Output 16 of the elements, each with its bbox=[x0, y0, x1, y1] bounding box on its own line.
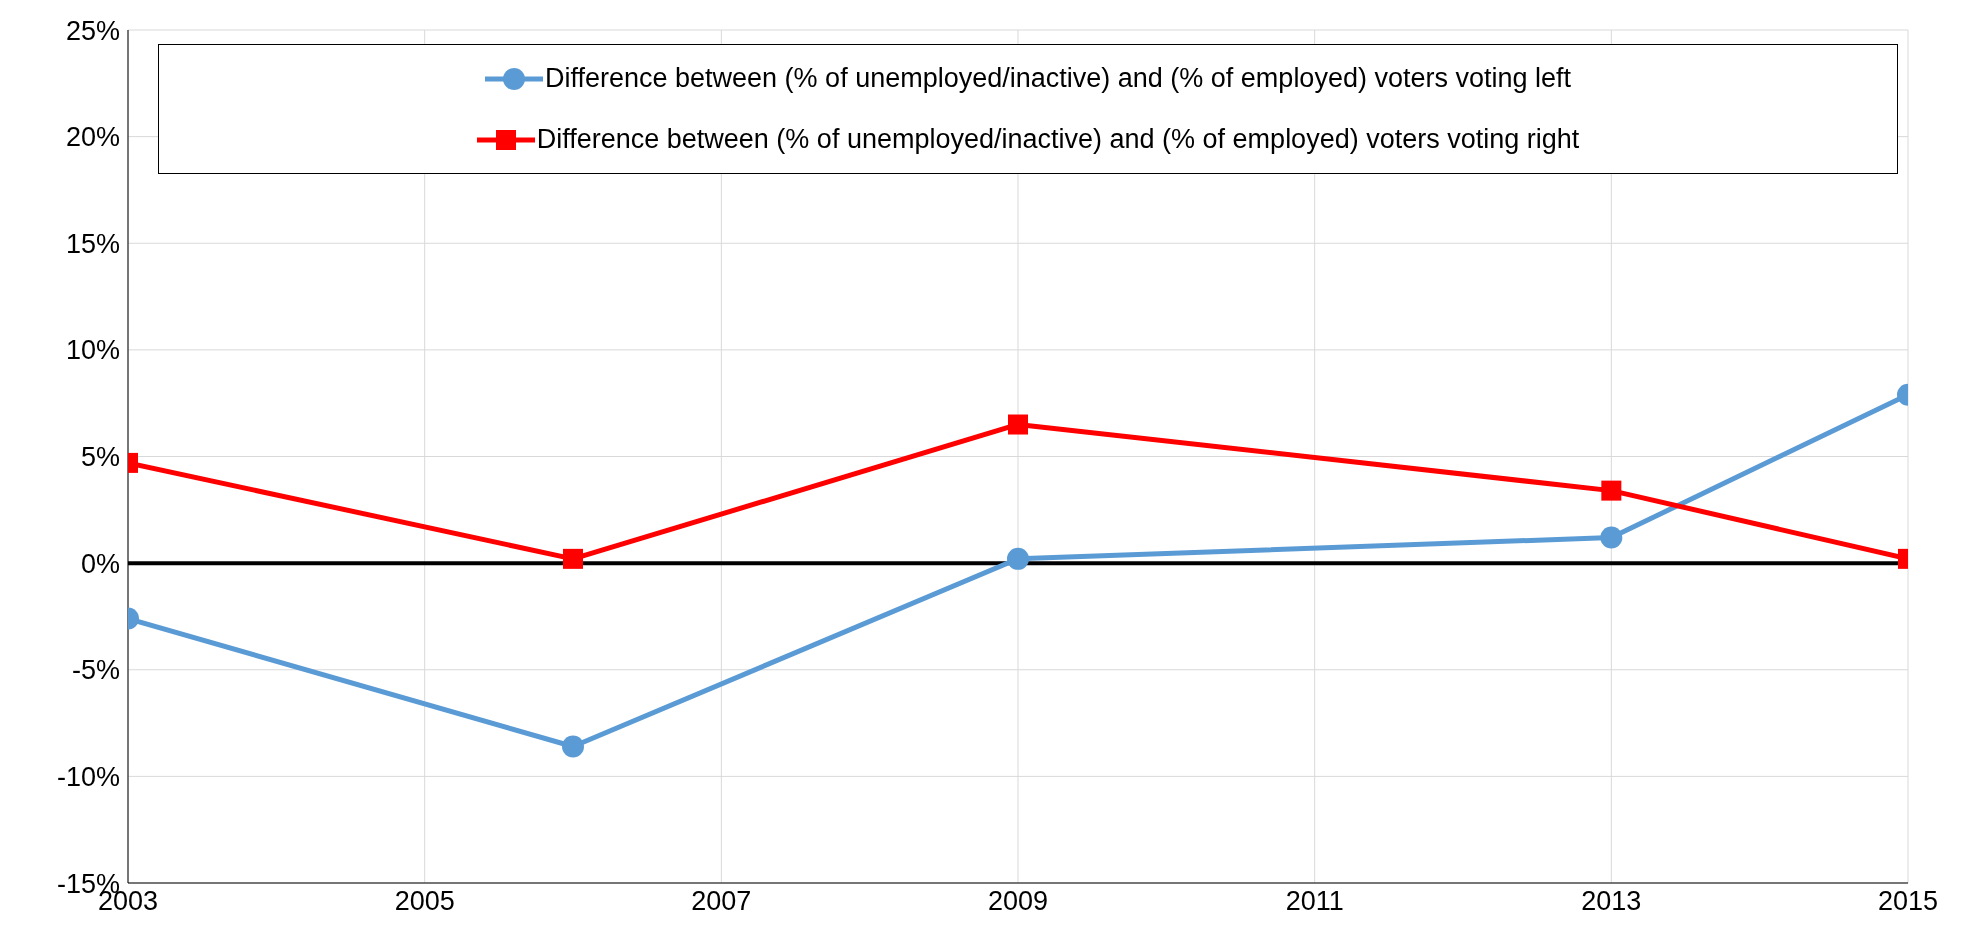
y-tick-label: -5% bbox=[71, 655, 120, 686]
y-tick-label: 0% bbox=[80, 548, 120, 579]
y-tick-label: 20% bbox=[65, 122, 120, 153]
y-tick-label: 5% bbox=[80, 442, 120, 473]
x-tick-label: 2011 bbox=[1285, 886, 1344, 917]
x-tick-label: 2013 bbox=[1581, 886, 1642, 917]
y-tick-label: -10% bbox=[56, 761, 120, 792]
y-tick-label: 15% bbox=[65, 228, 120, 259]
legend-label: Difference between (% of unemployed/inactive) and (% of employed) voters voting left bbox=[544, 63, 1572, 94]
y-tick-label: 25% bbox=[65, 15, 120, 46]
x-tick-label: 2015 bbox=[1877, 886, 1939, 917]
legend-label: Difference between (% of unemployed/inactive) and (% of employed) voters voting right bbox=[536, 124, 1580, 155]
x-tick-label: 2007 bbox=[691, 886, 752, 917]
y-tick-label: 10% bbox=[65, 335, 120, 366]
x-tick-label: 2009 bbox=[987, 886, 1049, 917]
x-tick-label: 2005 bbox=[394, 886, 455, 917]
